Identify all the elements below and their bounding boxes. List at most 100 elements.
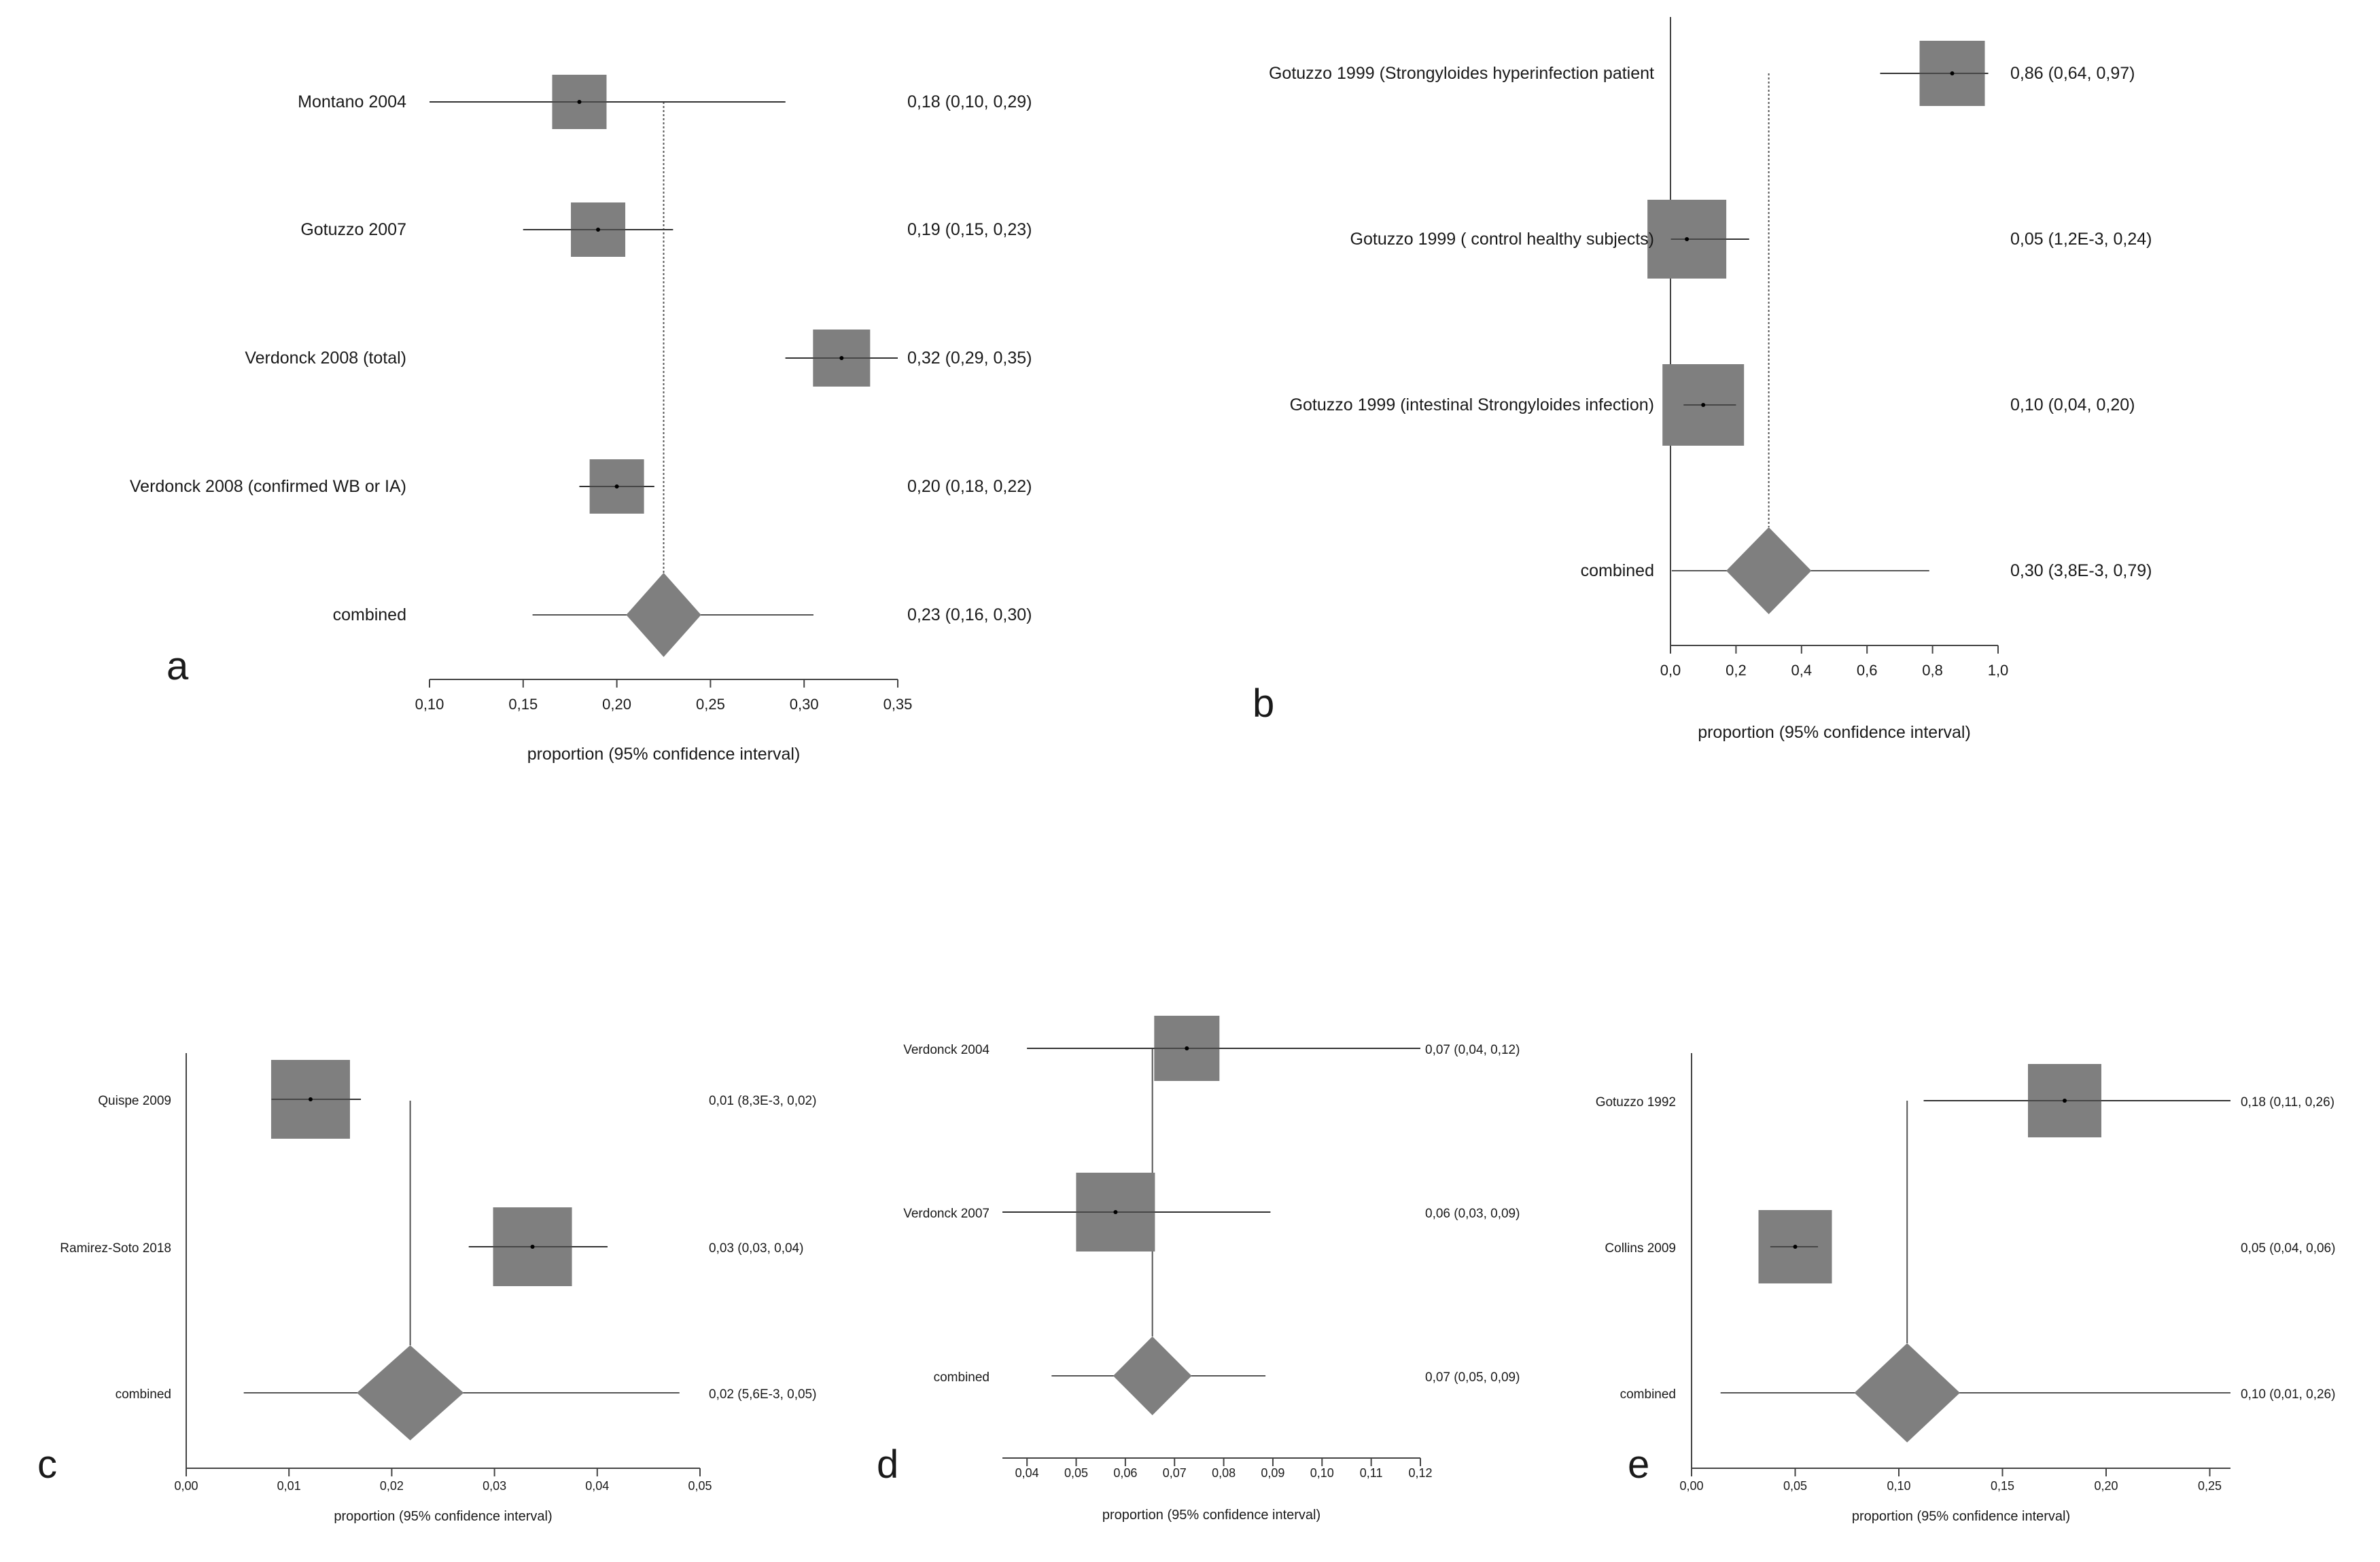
forest-panel-d: Verdonck 2004 0,07 (0,04, 0,12) Verdonck 2…: [877, 1016, 1520, 1523]
study-label: Gotuzzo 1999 (Strongyloides hyperinfecti…: [1269, 64, 1654, 83]
x-axis-title: proportion (95% confidence interval): [334, 1509, 552, 1524]
point-estimate-dot: [596, 228, 601, 232]
x-tick-label: 0,20: [602, 696, 631, 713]
study-label: Verdonck 2008 (confirmed WB or IA): [130, 477, 406, 496]
x-tick-label: 0,00: [174, 1479, 198, 1493]
x-tick-label: 0,05: [1783, 1479, 1807, 1493]
combined-ci-text: 0,10 (0,01, 0,26): [2241, 1387, 2335, 1402]
x-axis-title: proportion (95% confidence interval): [527, 745, 801, 764]
x-tick-label: 0,06: [1113, 1466, 1137, 1480]
x-tick-label: 0,08: [1212, 1466, 1236, 1480]
x-tick-label: 0,07: [1163, 1466, 1187, 1480]
point-estimate-dot: [614, 484, 619, 489]
study-label: Gotuzzo 2007: [300, 220, 406, 239]
combined-label: combined: [333, 605, 406, 624]
x-axis-title: proportion (95% confidence interval): [1102, 1508, 1320, 1523]
x-tick-label: 0,35: [883, 696, 913, 713]
combined-ci-text: 0,23 (0,16, 0,30): [907, 605, 1032, 624]
point-estimate-dot: [839, 356, 844, 360]
x-tick-label: 0,10: [1310, 1466, 1334, 1480]
panel-letter: c: [37, 1442, 57, 1487]
study-ci-text: 0,07 (0,04, 0,12): [1425, 1043, 1520, 1057]
x-tick-label: 1,0: [1988, 662, 2009, 679]
point-estimate-dot: [1113, 1210, 1118, 1214]
study-ci-text: 0,05 (0,04, 0,06): [2241, 1241, 2335, 1256]
x-tick-label: 0,15: [508, 696, 538, 713]
x-tick-label: 0,4: [1791, 662, 1813, 679]
point-estimate-dot: [1950, 71, 1955, 75]
panel-letter: a: [167, 644, 189, 688]
combined-diamond: [356, 1345, 464, 1440]
panel-letter: b: [1253, 681, 1274, 726]
x-tick-label: 0,12: [1408, 1466, 1432, 1480]
x-tick-label: 0,25: [696, 696, 725, 713]
combined-diamond: [626, 573, 701, 657]
x-axis-title: proportion (95% confidence interval): [1698, 723, 1971, 742]
study-ci-text: 0,20 (0,18, 0,22): [907, 477, 1032, 496]
combined-diamond: [1726, 527, 1812, 614]
combined-diamond: [1113, 1336, 1192, 1415]
study-ci-text: 0,19 (0,15, 0,23): [907, 220, 1032, 239]
combined-diamond: [1854, 1343, 1960, 1442]
x-tick-label: 0,0: [1660, 662, 1681, 679]
x-tick-label: 0,02: [380, 1479, 404, 1493]
study-label: Gotuzzo 1999 ( control healthy subjects): [1350, 230, 1654, 249]
x-tick-label: 0,04: [585, 1479, 609, 1493]
x-tick-label: 0,15: [1991, 1479, 2014, 1493]
study-label: Gotuzzo 1992: [1596, 1095, 1676, 1110]
study-label: Quispe 2009: [98, 1094, 171, 1108]
forest-panel-c: Quispe 2009 0,01 (8,3E-3, 0,02) Ramirez-So…: [37, 1053, 816, 1524]
combined-label: combined: [1620, 1387, 1676, 1402]
study-ci-text: 0,32 (0,29, 0,35): [907, 349, 1032, 368]
forest-panel-e: Gotuzzo 1992 0,18 (0,11, 0,26) Collins 200…: [1596, 1053, 2335, 1524]
x-tick-label: 0,05: [1064, 1466, 1088, 1480]
panel-letter: d: [877, 1442, 898, 1487]
panel-letter: e: [1628, 1442, 1649, 1487]
x-tick-label: 0,8: [1922, 662, 1943, 679]
x-tick-label: 0,10: [415, 696, 444, 713]
point-estimate-dot: [1701, 403, 1706, 407]
study-label: Collins 2009: [1605, 1241, 1676, 1256]
combined-label: combined: [934, 1370, 990, 1385]
combined-ci-text: 0,07 (0,05, 0,09): [1425, 1370, 1520, 1385]
forest-panel-b: Gotuzzo 1999 (Strongyloides hyperinfecti…: [1253, 17, 2152, 742]
study-ci-text: 0,18 (0,10, 0,29): [907, 92, 1032, 111]
combined-ci-text: 0,02 (5,6E-3, 0,05): [709, 1387, 816, 1402]
study-ci-text: 0,10 (0,04, 0,20): [2010, 395, 2135, 414]
combined-label: combined: [116, 1387, 171, 1402]
point-estimate-dot: [530, 1245, 535, 1249]
x-tick-label: 0,6: [1857, 662, 1878, 679]
combined-ci-text: 0,30 (3,8E-3, 0,79): [2010, 561, 2152, 580]
point-estimate-dot: [2063, 1099, 2067, 1103]
x-tick-label: 0,05: [688, 1479, 712, 1493]
x-tick-label: 0,04: [1015, 1466, 1039, 1480]
study-label: Ramirez-Soto 2018: [60, 1241, 171, 1256]
study-label: Verdonck 2007: [903, 1207, 990, 1221]
x-tick-label: 0,01: [277, 1479, 301, 1493]
study-ci-text: 0,18 (0,11, 0,26): [2241, 1095, 2334, 1110]
study-label: Verdonck 2004: [903, 1043, 990, 1057]
point-estimate-dot: [1685, 237, 1690, 241]
combined-label: combined: [1581, 561, 1654, 580]
x-tick-label: 0,20: [2094, 1479, 2118, 1493]
study-label: Gotuzzo 1999 (intestinal Strongyloides i…: [1290, 395, 1654, 414]
study-ci-text: 0,86 (0,64, 0,97): [2010, 64, 2135, 83]
study-ci-text: 0,05 (1,2E-3, 0,24): [2010, 230, 2152, 249]
point-estimate-dot: [1793, 1245, 1798, 1249]
study-ci-text: 0,06 (0,03, 0,09): [1425, 1207, 1520, 1221]
point-estimate-dot: [577, 100, 582, 104]
forest-panel-a: Montano 2004 0,18 (0,10, 0,29) Gotuzzo 200…: [130, 75, 1032, 764]
point-estimate-dot: [1185, 1046, 1189, 1050]
point-estimate-dot: [308, 1097, 313, 1101]
x-tick-label: 0,25: [2198, 1479, 2222, 1493]
x-axis-title: proportion (95% confidence interval): [1852, 1509, 2070, 1524]
x-tick-label: 0,00: [1679, 1479, 1703, 1493]
study-ci-text: 0,01 (8,3E-3, 0,02): [709, 1094, 816, 1108]
x-tick-label: 0,11: [1360, 1466, 1383, 1480]
study-label: Montano 2004: [298, 92, 406, 111]
study-ci-text: 0,03 (0,03, 0,04): [709, 1241, 803, 1256]
x-tick-label: 0,09: [1261, 1466, 1284, 1480]
x-tick-label: 0,30: [790, 696, 819, 713]
x-tick-label: 0,2: [1726, 662, 1747, 679]
